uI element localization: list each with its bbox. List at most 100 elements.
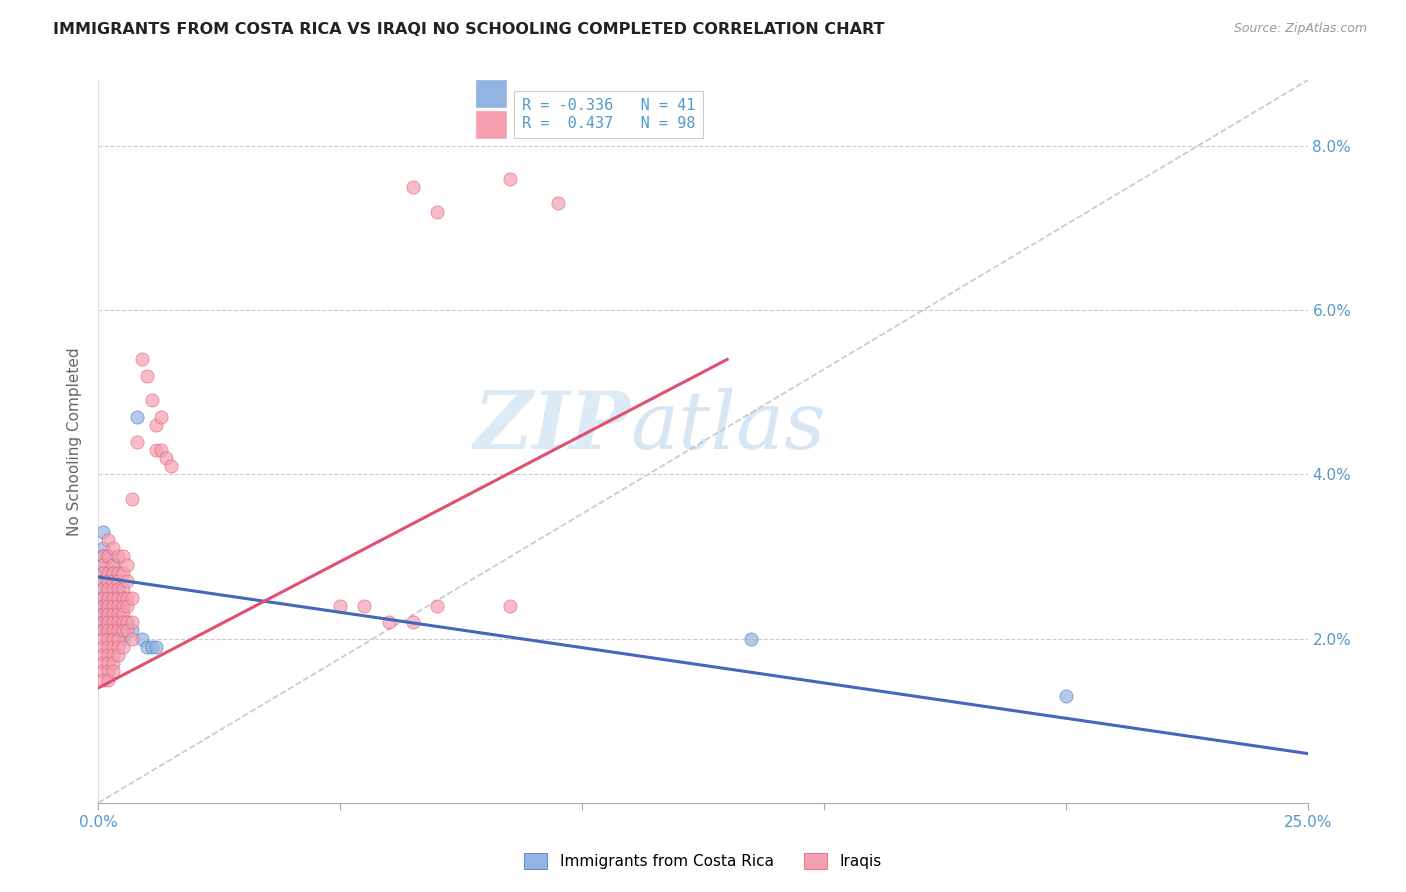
Point	[377, 615, 399, 630]
Point	[1054, 689, 1077, 703]
Point	[117, 574, 139, 588]
Point	[91, 615, 114, 630]
Point	[101, 615, 124, 630]
Point	[121, 624, 143, 638]
Point	[97, 566, 120, 580]
Point	[107, 582, 129, 597]
Point	[107, 607, 129, 621]
Point	[107, 549, 129, 564]
Point	[107, 582, 129, 597]
Point	[101, 591, 124, 605]
Point	[97, 640, 120, 654]
Point	[91, 632, 114, 646]
Point	[91, 591, 114, 605]
Point	[107, 632, 129, 646]
Point	[91, 574, 114, 588]
Point	[160, 459, 183, 474]
Point	[101, 624, 124, 638]
Point	[145, 442, 167, 457]
Point	[402, 180, 425, 194]
Point	[107, 615, 129, 630]
Point	[97, 607, 120, 621]
Point	[97, 599, 120, 613]
Point	[91, 599, 114, 613]
Point	[97, 591, 120, 605]
Point	[91, 665, 114, 679]
Point	[135, 368, 157, 383]
Point	[498, 171, 520, 186]
Point	[97, 673, 120, 687]
Point	[97, 549, 120, 564]
Point	[426, 204, 449, 219]
Point	[101, 615, 124, 630]
Point	[97, 665, 120, 679]
Point	[131, 632, 153, 646]
Point	[150, 409, 173, 424]
Point	[107, 566, 129, 580]
Point	[97, 632, 120, 646]
Point	[117, 615, 139, 630]
Point	[91, 591, 114, 605]
Point	[107, 624, 129, 638]
Text: atlas: atlas	[630, 388, 825, 466]
Point	[117, 558, 139, 572]
Point	[97, 615, 120, 630]
Point	[111, 591, 134, 605]
Point	[91, 615, 114, 630]
Point	[402, 615, 425, 630]
Point	[91, 582, 114, 597]
Point	[107, 648, 129, 662]
Point	[97, 574, 120, 588]
Point	[121, 615, 143, 630]
Point	[107, 599, 129, 613]
Point	[101, 640, 124, 654]
Point	[111, 640, 134, 654]
Point	[97, 607, 120, 621]
Point	[97, 582, 120, 597]
Point	[91, 566, 114, 580]
Point	[97, 624, 120, 638]
Point	[111, 607, 134, 621]
Point	[101, 566, 124, 580]
Point	[127, 434, 149, 449]
Point	[117, 599, 139, 613]
Point	[97, 599, 120, 613]
Point	[111, 624, 134, 638]
Point	[145, 640, 167, 654]
Point	[101, 574, 124, 588]
Point	[91, 549, 114, 564]
Point	[91, 599, 114, 613]
Point	[101, 665, 124, 679]
Text: ZIP: ZIP	[474, 388, 630, 466]
Point	[97, 624, 120, 638]
Point	[121, 591, 143, 605]
Point	[111, 582, 134, 597]
Point	[101, 624, 124, 638]
Text: R = -0.336   N = 41
R =  0.437   N = 98: R = -0.336 N = 41 R = 0.437 N = 98	[522, 98, 695, 131]
Point	[91, 541, 114, 556]
Point	[141, 393, 163, 408]
Point	[101, 591, 124, 605]
Point	[117, 615, 139, 630]
Point	[91, 549, 114, 564]
Point	[97, 657, 120, 671]
Point	[101, 582, 124, 597]
Point	[150, 442, 173, 457]
Point	[91, 558, 114, 572]
Y-axis label: No Schooling Completed: No Schooling Completed	[67, 347, 83, 536]
Point	[107, 574, 129, 588]
Point	[426, 599, 449, 613]
Point	[145, 418, 167, 433]
Point	[121, 632, 143, 646]
Point	[91, 566, 114, 580]
Point	[91, 524, 114, 539]
Point	[107, 599, 129, 613]
Point	[91, 657, 114, 671]
Text: Source: ZipAtlas.com: Source: ZipAtlas.com	[1233, 22, 1367, 36]
Point	[329, 599, 352, 613]
Point	[117, 624, 139, 638]
Point	[155, 450, 177, 465]
Point	[97, 533, 120, 547]
Point	[97, 582, 120, 597]
Point	[91, 624, 114, 638]
